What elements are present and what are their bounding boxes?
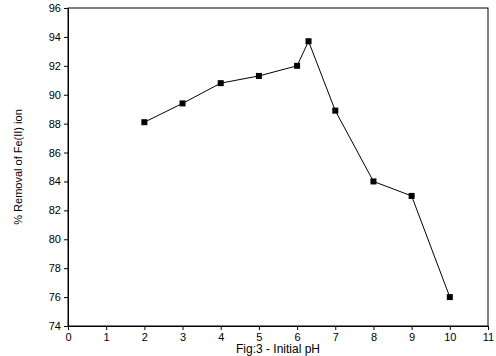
y-tick-label: 82 xyxy=(49,204,61,216)
x-tick: 0 xyxy=(65,326,71,343)
y-tick-mark xyxy=(64,326,68,327)
x-tick-mark xyxy=(106,326,107,330)
x-tick: 3 xyxy=(180,326,186,343)
y-tick: 76 xyxy=(49,291,68,303)
x-tick-mark xyxy=(297,326,298,330)
y-axis-title: % Removal of Fe(II) ion xyxy=(12,109,24,225)
x-tick-label: 9 xyxy=(409,331,415,343)
x-tick: 2 xyxy=(142,326,148,343)
y-tick-label: 78 xyxy=(49,262,61,274)
y-tick-label: 76 xyxy=(49,291,61,303)
x-tick-mark xyxy=(183,326,184,330)
x-tick-label: 3 xyxy=(180,331,186,343)
y-tick-mark xyxy=(64,8,68,9)
x-tick-mark xyxy=(335,326,336,330)
data-point xyxy=(141,119,147,125)
x-tick-label: 5 xyxy=(256,331,262,343)
data-point xyxy=(409,193,415,199)
y-tick: 84 xyxy=(49,175,68,187)
y-tick: 82 xyxy=(49,204,68,216)
y-tick-label: 94 xyxy=(49,31,61,43)
x-tick-mark xyxy=(450,326,451,330)
x-tick: 4 xyxy=(218,326,224,343)
y-tick-label: 80 xyxy=(49,233,61,245)
y-tick-mark xyxy=(64,95,68,96)
y-tick-mark xyxy=(64,153,68,154)
x-tick-label: 0 xyxy=(65,331,71,343)
x-tick-label: 2 xyxy=(142,331,148,343)
data-point xyxy=(180,100,186,106)
x-tick: 7 xyxy=(333,326,339,343)
x-tick-mark xyxy=(488,326,489,330)
y-tick: 74 xyxy=(49,320,68,332)
y-tick-mark xyxy=(64,297,68,298)
data-point xyxy=(256,73,262,79)
y-tick-mark xyxy=(64,239,68,240)
y-tick: 78 xyxy=(49,262,68,274)
y-axis: 74 76 78 80 82 84 86 88 90 92 94 96 xyxy=(49,2,69,332)
y-tick: 88 xyxy=(49,118,68,130)
y-tick-label: 86 xyxy=(49,147,61,159)
chart: 01234567891011747678808284868890929496Fi… xyxy=(0,0,496,356)
y-tick-label: 74 xyxy=(49,320,61,332)
data-point xyxy=(294,63,300,69)
y-tick-mark xyxy=(64,124,68,125)
y-tick-mark xyxy=(64,268,68,269)
y-tick-label: 88 xyxy=(49,118,61,130)
y-tick: 96 xyxy=(49,2,68,14)
x-tick-label: 10 xyxy=(444,331,456,343)
x-tick: 5 xyxy=(256,326,262,343)
data-point xyxy=(218,80,224,86)
y-axis-line xyxy=(64,9,69,327)
x-tick-mark xyxy=(412,326,413,330)
series xyxy=(141,38,452,300)
y-tick-label: 92 xyxy=(49,60,61,72)
x-tick-label: 8 xyxy=(371,331,377,343)
y-tick-mark xyxy=(64,37,68,38)
x-axis: 0 1 2 3 4 5 6 7 8 9 10 11 xyxy=(65,326,494,343)
x-axis-line xyxy=(69,327,489,331)
x-tick-label: 1 xyxy=(104,331,110,343)
data-point xyxy=(370,178,376,184)
x-tick: 11 xyxy=(483,326,494,343)
plot: 01234567891011747678808284868890929496 xyxy=(49,2,494,343)
data-line xyxy=(144,41,449,297)
x-tick: 10 xyxy=(444,326,456,343)
x-tick-label: 7 xyxy=(333,331,339,343)
x-tick-label: 4 xyxy=(218,331,224,343)
y-tick-label: 84 xyxy=(49,175,61,187)
plot-frame xyxy=(68,8,488,326)
y-tick: 80 xyxy=(49,233,68,245)
y-tick-mark xyxy=(64,210,68,211)
x-tick-mark xyxy=(373,326,374,330)
data-point xyxy=(306,38,312,44)
x-tick-mark xyxy=(221,326,222,330)
data-point xyxy=(447,294,453,300)
x-tick: 9 xyxy=(409,326,415,343)
y-tick: 90 xyxy=(49,89,68,101)
x-tick-mark xyxy=(259,326,260,330)
x-tick: 6 xyxy=(295,326,301,343)
x-tick-label: 6 xyxy=(295,331,301,343)
y-tick: 92 xyxy=(49,60,68,72)
data-point xyxy=(332,108,338,114)
x-axis-title: Fig:3 - Initial pH xyxy=(236,342,320,356)
x-tick: 8 xyxy=(371,326,377,343)
y-tick: 94 xyxy=(49,31,68,43)
y-tick-label: 96 xyxy=(49,2,61,14)
x-tick-label: 11 xyxy=(483,331,494,343)
x-tick-mark xyxy=(144,326,145,330)
y-tick-mark xyxy=(64,181,68,182)
x-tick: 1 xyxy=(104,326,110,343)
y-tick-label: 90 xyxy=(49,89,61,101)
y-tick: 86 xyxy=(49,147,68,159)
y-tick-mark xyxy=(64,66,68,67)
